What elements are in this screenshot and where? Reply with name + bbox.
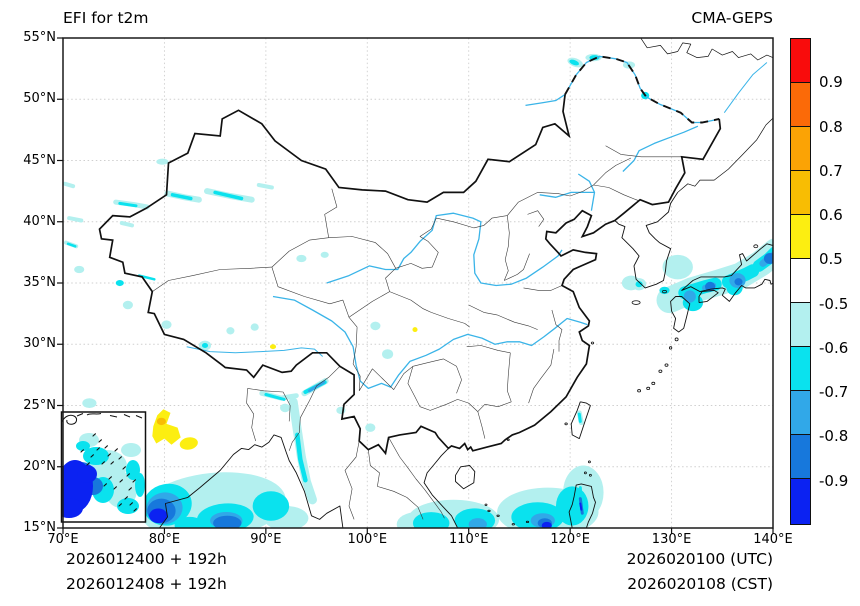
valid-time-cst: 2026020108 (CST)	[627, 575, 773, 593]
colorbar-tick-label: 0.6	[819, 206, 843, 225]
y-tick-label: 35°N	[23, 275, 56, 290]
y-tick-label: 40°N	[23, 213, 56, 229]
x-tick-label: 90°E	[250, 532, 282, 547]
x-tick-label: 80°E	[148, 532, 181, 547]
colorbar-segment	[791, 83, 810, 128]
model-title: CMA-GEPS	[691, 9, 773, 27]
colorbar-tick-label: 0.7	[819, 161, 843, 180]
x-tick-label: 70°E	[47, 532, 79, 547]
colorbar-segment	[791, 215, 810, 260]
colorbar-tick-label: 0.8	[819, 117, 843, 136]
colorbar	[790, 38, 811, 525]
colorbar-segment	[791, 435, 810, 480]
colorbar-segment	[791, 391, 810, 436]
map-plot-area	[57, 37, 774, 534]
init-time-run1: 2026012400 + 192h	[66, 550, 227, 568]
y-tick-label: 45°N	[23, 152, 56, 168]
colorbar-tick-label: 0.9	[819, 73, 843, 92]
colorbar-tick-label: -0.6	[819, 338, 849, 357]
x-tick-label: 140°E	[753, 532, 793, 547]
y-tick-label: 15°N	[23, 520, 56, 535]
y-tick-label: 55°N	[23, 30, 56, 45]
x-tick-label: 130°E	[651, 532, 692, 547]
x-tick-label: 110°E	[448, 532, 489, 547]
y-tick-label: 25°N	[23, 397, 56, 413]
colorbar-segment	[791, 127, 810, 172]
colorbar-tick-label: -0.8	[819, 427, 849, 446]
y-tick-label: 20°N	[23, 458, 56, 474]
colorbar-tick-label: -0.5	[819, 294, 849, 313]
x-tick-label: 120°E	[550, 532, 590, 547]
plot-title: EFI for t2m	[63, 9, 149, 27]
y-tick-label: 30°N	[23, 336, 56, 352]
colorbar-segment	[791, 479, 810, 524]
colorbar-tick-label: 0.5	[819, 250, 843, 269]
init-time-run2: 2026012408 + 192h	[66, 575, 227, 593]
colorbar-segment	[791, 259, 810, 304]
y-tick-label: 50°N	[23, 91, 56, 107]
colorbar-segment	[791, 347, 810, 392]
valid-time-utc: 2026020100 (UTC)	[626, 550, 773, 568]
colorbar-segment	[791, 39, 810, 84]
colorbar-tick-label: -0.9	[819, 471, 849, 490]
colorbar-tick-label: -0.7	[819, 383, 849, 402]
colorbar-segment	[791, 171, 810, 216]
colorbar-segment	[791, 303, 810, 348]
x-tick-label: 100°E	[347, 532, 388, 547]
